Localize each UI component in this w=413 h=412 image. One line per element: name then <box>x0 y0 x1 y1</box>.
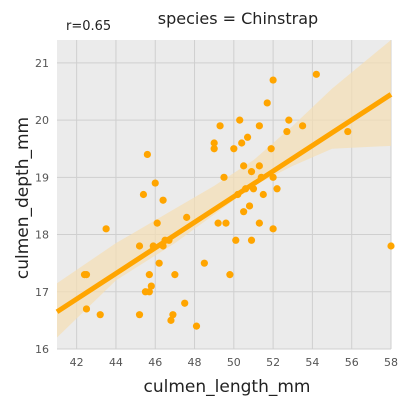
data-point <box>283 127 291 136</box>
data-point <box>226 271 234 279</box>
x-tick-label: 58 <box>384 356 398 369</box>
y-tick-labels: 16 17 18 19 20 21 <box>35 57 49 356</box>
y-tick-label: 17 <box>35 286 49 299</box>
data-point <box>167 316 175 324</box>
data-point <box>192 322 201 330</box>
data-point <box>387 242 395 250</box>
data-point <box>243 133 252 141</box>
data-point <box>210 145 218 153</box>
x-tick-label: 52 <box>266 356 280 369</box>
data-point <box>238 139 246 147</box>
data-point <box>259 190 267 199</box>
x-axis-label: culmen_length_mm <box>144 377 311 397</box>
data-point <box>222 219 230 227</box>
data-point <box>298 122 307 130</box>
x-tick-label: 56 <box>345 356 359 369</box>
data-point <box>183 213 191 221</box>
data-point <box>82 271 91 279</box>
data-point <box>255 219 263 227</box>
data-point <box>269 225 277 233</box>
data-point <box>153 219 161 227</box>
data-point <box>145 271 153 279</box>
data-point <box>200 259 208 267</box>
data-point <box>155 259 163 267</box>
data-point <box>220 173 228 181</box>
data-point <box>267 145 275 153</box>
chart-title: species = Chinstrap <box>158 9 318 28</box>
data-point <box>285 116 293 124</box>
y-tick-label: 20 <box>35 114 49 127</box>
data-point <box>216 122 224 130</box>
data-point <box>344 127 352 136</box>
data-point <box>96 311 104 319</box>
data-point <box>245 202 254 210</box>
x-tick-label: 50 <box>227 356 241 369</box>
data-point <box>139 190 148 199</box>
data-point <box>247 168 256 176</box>
confidence-band <box>57 40 391 338</box>
data-points <box>80 70 395 330</box>
x-tick-label: 42 <box>70 356 84 369</box>
data-point <box>312 70 320 78</box>
data-point <box>181 299 189 307</box>
data-point <box>171 271 179 279</box>
y-tick-label: 19 <box>35 171 49 184</box>
y-tick-label: 18 <box>35 229 49 242</box>
correlation-annotation: r=0.65 <box>66 19 111 34</box>
data-point <box>240 162 248 170</box>
data-point <box>232 236 240 244</box>
data-point <box>102 225 110 233</box>
data-point <box>255 162 263 170</box>
data-point <box>263 99 271 107</box>
confidence-band-area <box>57 40 391 338</box>
data-point <box>269 76 277 84</box>
data-point <box>135 311 144 319</box>
data-point <box>236 116 244 124</box>
y-axis-label: culmen_depth_mm <box>13 117 33 279</box>
data-point <box>145 288 153 296</box>
data-point <box>230 145 238 153</box>
x-tick-labels: 42 44 46 48 50 52 54 56 58 <box>70 356 398 369</box>
x-tick-label: 48 <box>188 356 202 369</box>
data-point <box>135 242 144 250</box>
data-point <box>210 139 218 147</box>
x-tick-label: 54 <box>305 356 319 369</box>
data-point <box>273 185 281 193</box>
data-point <box>147 282 155 290</box>
y-tick-label: 21 <box>35 57 49 70</box>
data-point <box>151 179 159 187</box>
data-point <box>269 173 277 181</box>
data-point <box>82 305 91 313</box>
y-tick-label: 16 <box>35 343 49 356</box>
regression-line-group <box>55 92 393 314</box>
x-tick-label: 46 <box>148 356 162 369</box>
data-point <box>143 150 151 159</box>
x-tick-label: 44 <box>109 356 123 369</box>
data-point <box>159 196 167 204</box>
regression-line <box>55 92 393 314</box>
data-point <box>214 219 222 227</box>
data-point <box>240 208 248 216</box>
data-point <box>169 311 177 319</box>
data-point <box>255 122 263 130</box>
data-point <box>247 236 256 244</box>
